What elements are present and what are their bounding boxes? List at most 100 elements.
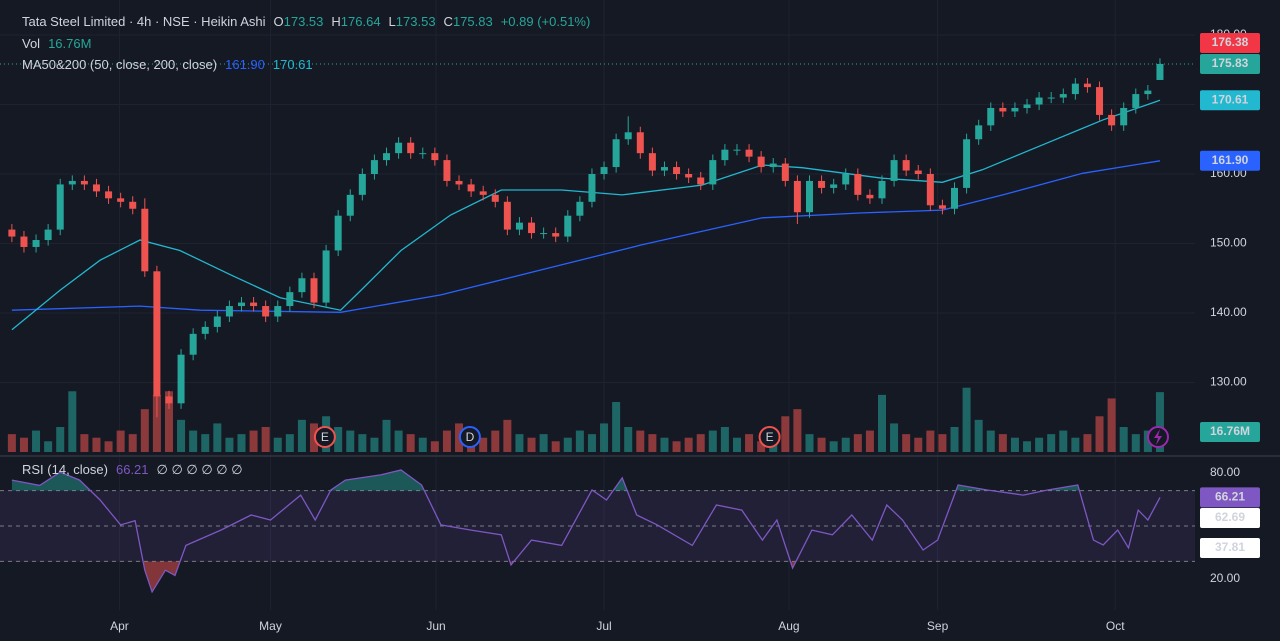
price-marker-tag-label: 176.38 bbox=[1212, 35, 1249, 49]
volume-bar bbox=[479, 437, 488, 452]
candle-body bbox=[80, 180, 88, 185]
volume-bar bbox=[624, 427, 633, 452]
candle-body bbox=[383, 153, 391, 161]
event-badge bbox=[458, 426, 481, 448]
candle-body bbox=[1047, 97, 1055, 99]
candle-body bbox=[648, 153, 656, 171]
volume-bar bbox=[1095, 416, 1104, 452]
volume-bar bbox=[56, 427, 65, 452]
candle-body bbox=[769, 163, 777, 168]
rsi-extra: ∅ ∅ ∅ ∅ ∅ ∅ bbox=[157, 462, 243, 477]
x-tick-label: Jun bbox=[426, 619, 445, 633]
volume-bar bbox=[877, 394, 886, 452]
volume-bar bbox=[745, 434, 754, 452]
candle-body bbox=[274, 306, 282, 317]
ma50-value: 170.61 bbox=[273, 57, 313, 72]
candle-body bbox=[68, 180, 76, 185]
candle-body bbox=[951, 187, 959, 209]
volume-bar bbox=[575, 430, 584, 452]
volume-bar bbox=[974, 419, 983, 452]
candle-body bbox=[878, 180, 886, 199]
change: +0.89 (+0.51%) bbox=[501, 14, 591, 29]
candle-body bbox=[141, 208, 149, 272]
candle-body bbox=[129, 201, 137, 209]
rsi-line bbox=[11, 469, 1161, 594]
ma-name: MA50&200 (50, close, 200, close) bbox=[22, 57, 217, 72]
volume-bar bbox=[152, 394, 161, 452]
volume-bar bbox=[418, 437, 427, 452]
candle-body bbox=[298, 278, 306, 293]
candle-body bbox=[963, 139, 971, 188]
candle-body bbox=[938, 205, 946, 209]
last-price-tag bbox=[1200, 53, 1260, 74]
volume-bar bbox=[273, 437, 282, 452]
candle-body bbox=[721, 149, 729, 161]
volume-bar bbox=[551, 441, 560, 452]
candle-body bbox=[830, 184, 838, 188]
volume-bar bbox=[491, 430, 500, 452]
last-price-tag-label: 175.83 bbox=[1212, 56, 1249, 70]
ma50-tag bbox=[1200, 90, 1260, 111]
header-rsi: RSI (14, close) 66.21 ∅ ∅ ∅ ∅ ∅ ∅ bbox=[22, 462, 243, 477]
volume-bar bbox=[648, 434, 657, 452]
candle-body bbox=[1035, 97, 1043, 105]
candle-body bbox=[1120, 107, 1128, 126]
candle-body bbox=[600, 167, 608, 174]
volume-bar bbox=[890, 423, 899, 452]
volume-bar bbox=[539, 434, 548, 452]
event-label: D bbox=[466, 430, 475, 444]
low-value: 173.53 bbox=[396, 14, 436, 29]
lightning-icon bbox=[1147, 426, 1169, 448]
open-key: O bbox=[274, 14, 284, 29]
rsi-level-tag bbox=[1200, 508, 1260, 528]
candle-body bbox=[250, 302, 258, 307]
volume-bar bbox=[382, 419, 391, 452]
candle-body bbox=[854, 174, 862, 195]
volume-bar bbox=[636, 430, 645, 452]
candle-body bbox=[1156, 63, 1164, 80]
ma200-value: 161.90 bbox=[225, 57, 265, 72]
x-tick-label: Apr bbox=[110, 619, 129, 633]
volume-bar bbox=[829, 441, 838, 452]
ma50-tag-label: 170.61 bbox=[1212, 92, 1249, 106]
volume-value: 16.76M bbox=[48, 36, 91, 51]
volume-bar bbox=[1047, 434, 1056, 452]
y-tick-label: 140.00 bbox=[1210, 305, 1247, 319]
high-key: H bbox=[331, 14, 340, 29]
candle-body bbox=[733, 149, 741, 151]
candle-body bbox=[1108, 114, 1116, 126]
candle-body bbox=[322, 250, 330, 303]
candle-body bbox=[346, 194, 354, 216]
volume-bar bbox=[346, 430, 355, 452]
candle-body bbox=[1144, 90, 1152, 95]
candle-body bbox=[818, 180, 826, 188]
candle-body bbox=[105, 191, 113, 199]
symbol: Tata Steel Limited · 4h · NSE · Heikin A… bbox=[22, 14, 266, 29]
volume-bar bbox=[757, 441, 766, 452]
header-ohlc: Tata Steel Limited · 4h · NSE · Heikin A… bbox=[22, 14, 590, 29]
volume-bar bbox=[1107, 398, 1116, 452]
rsi-name: RSI (14, close) bbox=[22, 462, 108, 477]
ma-line bbox=[11, 99, 1161, 331]
volume-bar bbox=[358, 434, 367, 452]
volume-bar bbox=[430, 441, 439, 452]
volume-bar bbox=[672, 441, 681, 452]
candle-body bbox=[20, 236, 28, 247]
volume-bar bbox=[80, 434, 89, 452]
grid bbox=[0, 0, 1195, 610]
volume-bar bbox=[261, 427, 270, 452]
candle-body bbox=[1083, 83, 1091, 88]
candle-body bbox=[685, 174, 693, 178]
volume-bar bbox=[1119, 427, 1128, 452]
volume-bar bbox=[938, 434, 947, 452]
candle-body bbox=[576, 201, 584, 216]
candle-body bbox=[370, 160, 378, 174]
volume-bar bbox=[817, 437, 826, 452]
candle-body bbox=[1059, 94, 1067, 98]
volume-bar bbox=[201, 434, 210, 452]
candle-body bbox=[237, 302, 245, 307]
x-tick-label: Sep bbox=[927, 619, 949, 633]
volume-bar bbox=[104, 441, 113, 452]
volume-bar bbox=[805, 434, 814, 452]
